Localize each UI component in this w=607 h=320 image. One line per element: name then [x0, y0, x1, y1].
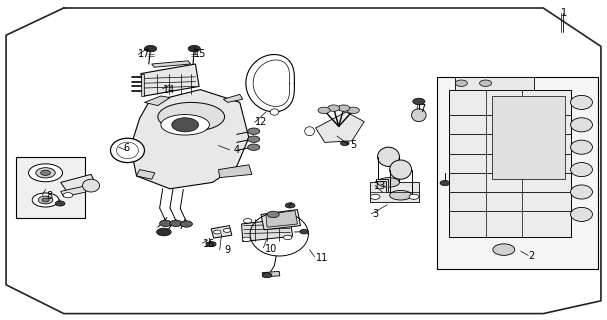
- Ellipse shape: [571, 95, 592, 109]
- Circle shape: [341, 141, 349, 146]
- Ellipse shape: [390, 190, 412, 200]
- Ellipse shape: [378, 147, 399, 166]
- Circle shape: [440, 180, 450, 186]
- Ellipse shape: [378, 178, 399, 187]
- Polygon shape: [141, 64, 199, 96]
- Circle shape: [36, 168, 55, 178]
- Circle shape: [347, 107, 359, 114]
- Circle shape: [455, 80, 467, 86]
- Circle shape: [318, 107, 330, 114]
- Text: 9: 9: [224, 245, 230, 255]
- Circle shape: [242, 237, 251, 242]
- Text: 10: 10: [265, 244, 277, 254]
- Circle shape: [170, 220, 182, 227]
- Text: 16: 16: [203, 239, 215, 249]
- Polygon shape: [262, 271, 280, 277]
- Text: 5: 5: [350, 140, 356, 150]
- Polygon shape: [61, 186, 86, 197]
- Circle shape: [172, 118, 198, 132]
- Polygon shape: [266, 211, 297, 227]
- Circle shape: [206, 242, 216, 247]
- Ellipse shape: [571, 163, 592, 177]
- Circle shape: [157, 228, 171, 236]
- Text: 15: 15: [194, 49, 206, 60]
- Polygon shape: [437, 77, 598, 269]
- Circle shape: [283, 235, 292, 240]
- Polygon shape: [211, 226, 232, 238]
- Polygon shape: [261, 210, 300, 230]
- Circle shape: [409, 194, 419, 199]
- Circle shape: [493, 244, 515, 255]
- Text: 8: 8: [47, 191, 53, 201]
- Circle shape: [41, 170, 50, 175]
- Circle shape: [42, 198, 49, 202]
- Text: 4: 4: [234, 145, 240, 156]
- Polygon shape: [316, 112, 364, 142]
- Text: 17: 17: [138, 49, 151, 60]
- Polygon shape: [137, 170, 155, 179]
- Circle shape: [180, 221, 192, 227]
- Circle shape: [55, 201, 65, 206]
- Circle shape: [262, 273, 272, 278]
- Circle shape: [328, 105, 340, 111]
- Circle shape: [281, 218, 290, 222]
- Ellipse shape: [117, 142, 138, 159]
- Polygon shape: [219, 165, 252, 178]
- Ellipse shape: [110, 138, 144, 163]
- Ellipse shape: [571, 140, 592, 154]
- Polygon shape: [144, 96, 170, 106]
- Ellipse shape: [571, 207, 592, 221]
- Text: 6: 6: [123, 143, 129, 153]
- Ellipse shape: [161, 115, 209, 135]
- Ellipse shape: [571, 185, 592, 199]
- Circle shape: [32, 193, 59, 207]
- Polygon shape: [449, 90, 571, 237]
- Circle shape: [370, 194, 380, 199]
- Circle shape: [300, 229, 308, 234]
- Text: 3: 3: [372, 209, 378, 220]
- Polygon shape: [61, 174, 96, 191]
- Circle shape: [285, 203, 295, 208]
- Ellipse shape: [412, 109, 426, 122]
- Text: 11: 11: [316, 252, 328, 263]
- Circle shape: [267, 211, 279, 218]
- Ellipse shape: [158, 102, 225, 131]
- Polygon shape: [152, 61, 191, 67]
- Ellipse shape: [571, 118, 592, 132]
- Polygon shape: [455, 77, 534, 90]
- Circle shape: [248, 128, 260, 134]
- Circle shape: [337, 105, 350, 111]
- Circle shape: [160, 220, 172, 227]
- Circle shape: [248, 136, 260, 142]
- Ellipse shape: [305, 127, 314, 136]
- Ellipse shape: [83, 179, 100, 192]
- Circle shape: [413, 98, 425, 105]
- Ellipse shape: [390, 160, 412, 179]
- Polygon shape: [492, 96, 565, 179]
- Circle shape: [248, 144, 260, 150]
- Circle shape: [243, 219, 252, 223]
- Text: 12: 12: [255, 117, 267, 127]
- Circle shape: [188, 45, 200, 52]
- Circle shape: [214, 230, 221, 234]
- Circle shape: [144, 45, 157, 52]
- Polygon shape: [242, 218, 293, 242]
- Circle shape: [38, 196, 53, 204]
- Circle shape: [223, 228, 231, 232]
- Polygon shape: [223, 94, 243, 102]
- Circle shape: [63, 193, 73, 198]
- Polygon shape: [370, 182, 419, 202]
- Text: 13: 13: [374, 181, 386, 191]
- Polygon shape: [16, 157, 85, 218]
- Circle shape: [29, 164, 63, 182]
- Text: 7: 7: [419, 104, 426, 114]
- Polygon shape: [141, 74, 144, 96]
- Ellipse shape: [270, 109, 279, 115]
- Polygon shape: [376, 179, 388, 192]
- Polygon shape: [131, 90, 249, 189]
- Text: 2: 2: [528, 251, 534, 261]
- Text: 14: 14: [163, 84, 175, 95]
- Text: 1: 1: [561, 8, 568, 18]
- Circle shape: [480, 80, 492, 86]
